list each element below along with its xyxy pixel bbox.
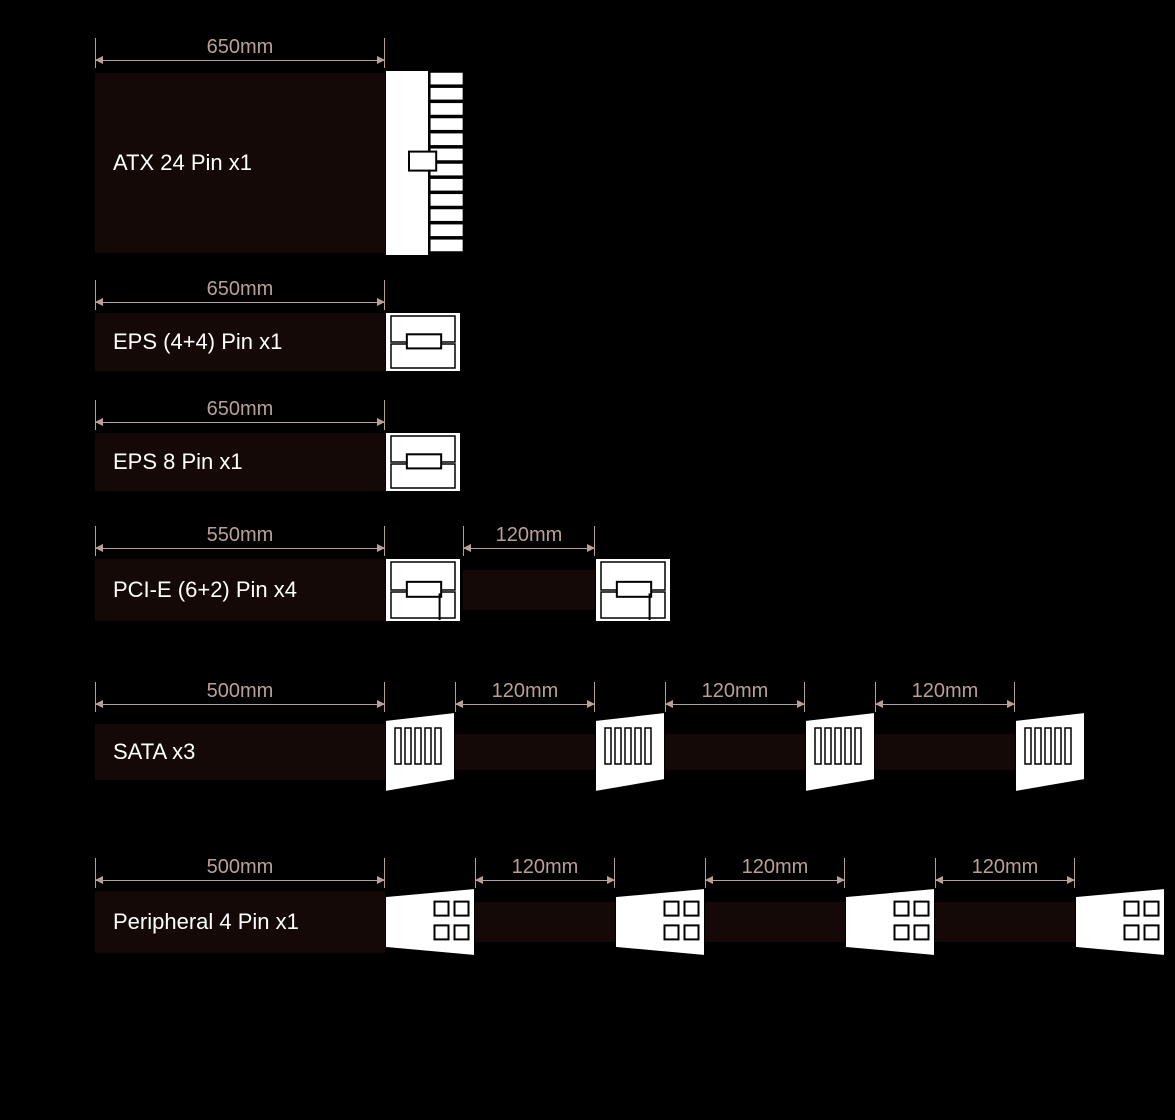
cable-row-sata: 500mm SATA x3 120mm 1: [95, 682, 1175, 792]
connector-sata-icon: [805, 712, 875, 792]
connector-eps8-icon: [385, 310, 463, 374]
cable-label-pcie: PCI-E (6+2) Pin x4: [113, 577, 297, 603]
connector-pcie8-icon: [385, 556, 463, 624]
connector-molex4-icon: [385, 888, 475, 956]
connector-eps8-icon: [385, 430, 463, 494]
connector-atx24-icon: [385, 68, 465, 258]
cable-body-sata: SATA x3: [95, 724, 385, 780]
cable-ext-peripheral-1: [705, 902, 845, 942]
connector-molex4-icon: [845, 888, 935, 956]
cable-label-atx24: ATX 24 Pin x1: [113, 150, 252, 176]
cable-row-atx24: 650mm ATX 24 Pin x1: [95, 38, 1175, 258]
connector-molex4-icon: [615, 888, 705, 956]
cable-body-peripheral: Peripheral 4 Pin x1: [95, 891, 385, 953]
cable-body-atx24: ATX 24 Pin x1: [95, 73, 385, 253]
cable-row-eps44: 650mm EPS (4+4) Pin x1: [95, 280, 1175, 374]
cable-label-eps44: EPS (4+4) Pin x1: [113, 329, 282, 355]
cable-label-peripheral: Peripheral 4 Pin x1: [113, 909, 299, 935]
cable-ext-sata-2: [875, 734, 1015, 770]
cable-body-eps8: EPS 8 Pin x1: [95, 433, 385, 491]
cable-label-sata: SATA x3: [113, 739, 195, 765]
cable-row-peripheral: 500mm Peripheral 4 Pin x1 120mm: [95, 858, 1175, 956]
connector-sata-icon: [385, 712, 455, 792]
connector-pcie8-icon: [595, 556, 673, 624]
cable-ext-sata-0: [455, 734, 595, 770]
cable-body-pcie: PCI-E (6+2) Pin x4: [95, 559, 385, 621]
cable-ext-peripheral-0: [475, 902, 615, 942]
connector-sata-icon: [1015, 712, 1085, 792]
cable-ext-sata-1: [665, 734, 805, 770]
cable-row-eps8: 650mm EPS 8 Pin x1: [95, 400, 1175, 494]
cable-ext-pcie-0: [463, 570, 595, 610]
connector-sata-icon: [595, 712, 665, 792]
cable-body-eps44: EPS (4+4) Pin x1: [95, 313, 385, 371]
cable-row-pcie: 550mm PCI-E (6+2) Pin x4 120mm: [95, 526, 1175, 624]
cable-ext-peripheral-2: [935, 902, 1075, 942]
connector-molex4-icon: [1075, 888, 1165, 956]
cable-label-eps8: EPS 8 Pin x1: [113, 449, 243, 475]
